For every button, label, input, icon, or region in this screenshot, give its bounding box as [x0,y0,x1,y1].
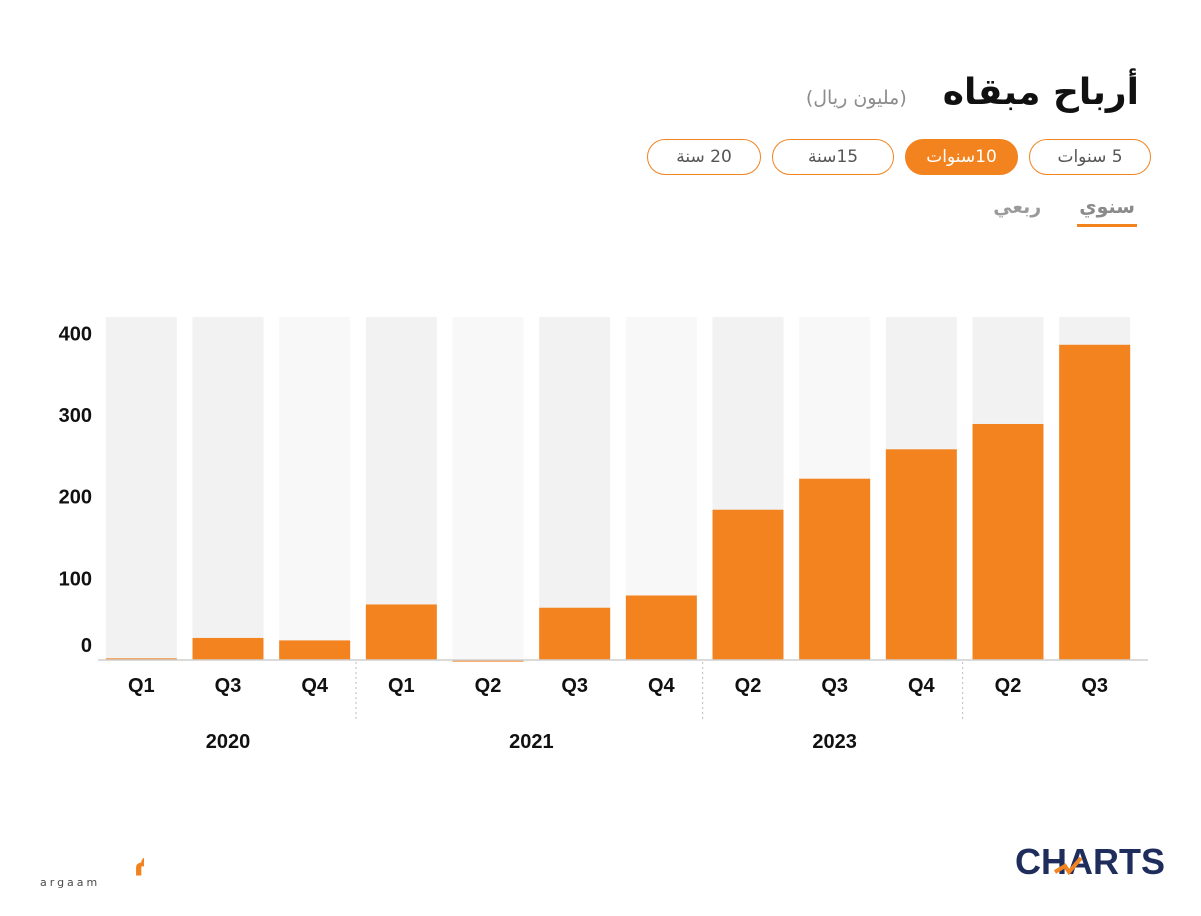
x-tick-label: Q3 [1081,675,1108,697]
y-tick-label: 300 [59,405,92,427]
bar [1059,344,1131,660]
x-tick-label: Q2 [735,675,762,697]
y-tick-label: 400 [59,323,92,345]
bar-background [539,317,611,660]
x-tick-label: Q2 [475,675,502,697]
tab-annual[interactable]: سنوي [1077,196,1137,227]
bar [539,607,611,660]
x-group-label: 2021 [509,731,554,753]
chart-header: أرباح مبقاه (مليون ريال) [806,72,1139,113]
x-tick-label: Q3 [561,675,588,697]
tab-quarterly[interactable]: ربعي [993,196,1042,218]
y-tick-label: 200 [59,487,92,509]
range-10-years-button[interactable]: 10سنوات [905,139,1018,175]
range-20-years-button[interactable]: 20 سنة [647,139,761,175]
bar [712,509,784,660]
bar-background [192,317,264,660]
argaam-logo-text: أرقــام [134,838,144,876]
range-selector: 5 سنوات 10سنوات 15سنة 20 سنة [647,139,1151,175]
y-tick-label: 0 [81,635,92,657]
bar [365,604,437,660]
bar-background [365,317,437,660]
bar-background [279,317,351,660]
bar-chart: Q1 Q3 Q4 Q1 Q2 Q3 Q4 Q2 Q3 Q4 Q2 Q3 0 100 200 300 400 202… [59,317,1148,753]
x-tick-label: Q3 [821,675,848,697]
bar [972,423,1044,660]
bar [799,478,871,660]
bar-background [105,317,177,660]
range-15-years-button[interactable]: 15سنة [772,139,894,175]
tab-annual-label: سنوي [1079,196,1135,218]
x-group-label: 2023 [812,731,857,753]
argaam-logo[interactable]: أرقــام argaam [34,838,235,894]
y-tick-label: 100 [59,568,92,590]
chart-subtitle: (مليون ريال) [805,87,907,109]
charts-logo[interactable]: CHARTS [997,841,1167,886]
bar [885,449,957,660]
charts-logo-arrow-icon [1053,856,1083,876]
bar [105,658,177,660]
argaam-logo-subtext: argaam [40,876,100,889]
charts-logo-text: CHARTS [1015,842,1165,882]
x-tick-label: Q3 [215,675,242,697]
chart-title: أرباح مبقاه [942,72,1139,113]
bar [625,595,697,660]
x-tick-label: Q1 [128,675,155,697]
x-group-label: 2020 [206,731,251,753]
argaam-logo-graphic: أرقــام argaam [40,838,235,889]
charts-logo-graphic: CHARTS [1015,841,1165,882]
x-tick-label: Q2 [995,675,1022,697]
bar [192,637,264,660]
range-5-years-button[interactable]: 5 سنوات [1029,139,1151,175]
period-tabs: سنوي ربعي [977,196,1137,227]
x-tick-label: Q1 [388,675,415,697]
bar [452,660,524,662]
bar [279,640,351,660]
x-tick-label: Q4 [908,675,936,697]
bar-background [452,317,524,660]
x-tick-label: Q4 [648,675,676,697]
x-tick-label: Q4 [301,675,329,697]
